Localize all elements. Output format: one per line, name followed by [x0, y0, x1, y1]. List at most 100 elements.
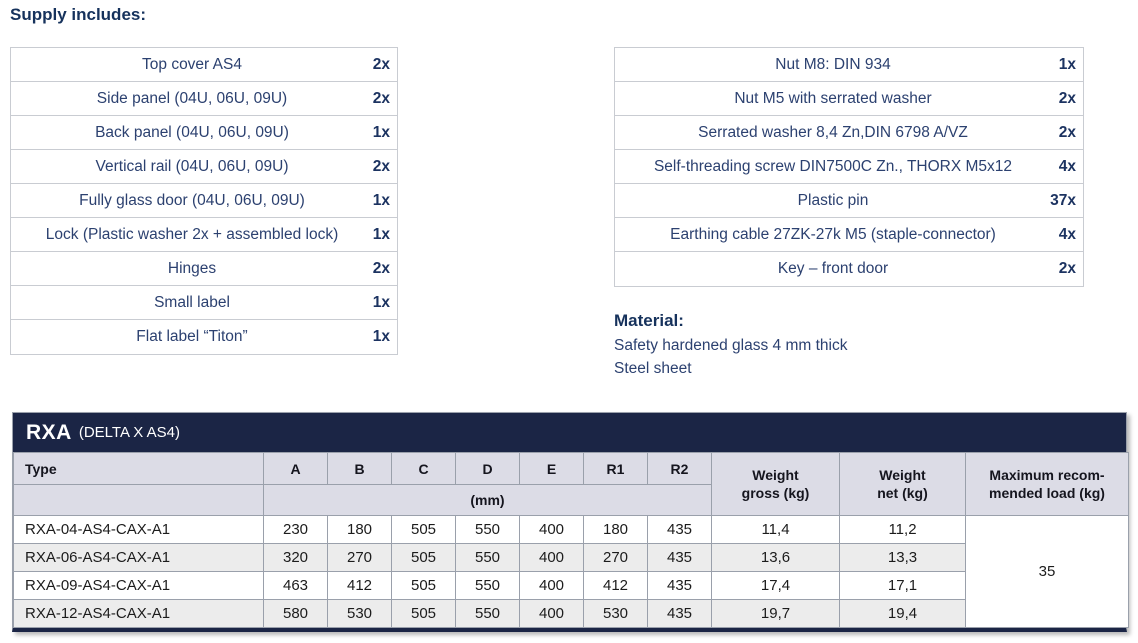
spec-weight-gross: 19,7 [711, 599, 840, 628]
spec-dim-e: 400 [519, 543, 584, 572]
supply-row: Flat label “Titon” 1x [11, 320, 397, 354]
supply-row: Top cover AS4 2x [11, 48, 397, 82]
spec-dim-c: 505 [391, 599, 456, 628]
spec-dim-r1: 530 [583, 599, 648, 628]
supply-item-label: Plastic pin [797, 191, 869, 209]
spec-weight-gross: 11,4 [711, 515, 840, 544]
supply-item-label: Flat label “Titon” [136, 328, 248, 345]
supply-item-qty: 4x [1058, 225, 1076, 243]
supply-item-qty: 2x [1058, 123, 1076, 141]
spec-dim-a: 230 [263, 515, 328, 544]
supply-item-label: Small label [154, 293, 230, 311]
col-header-weight-net: Weight net (kg) [839, 452, 966, 516]
spec-weight-gross: 17,4 [711, 571, 840, 600]
col-header-type: Type [13, 452, 264, 485]
series-name: RXA [26, 420, 72, 444]
spec-dim-c: 505 [391, 543, 456, 572]
spec-type-cell: RXA-09-AS4-CAX-A1 [13, 571, 264, 600]
supply-row: Self-threading screw DIN7500C Zn., THORX… [615, 150, 1083, 184]
supply-item-qty: 1x [372, 328, 390, 345]
supply-row: Fully glass door (04U, 06U, 09U) 1x [11, 184, 397, 218]
spec-dim-r1: 270 [583, 543, 648, 572]
col-header-r1: R1 [583, 452, 648, 485]
spec-dim-b: 270 [327, 543, 392, 572]
spec-dim-c: 505 [391, 571, 456, 600]
supply-list-left: Top cover AS4 2x Side panel (04U, 06U, 09U… [10, 47, 398, 355]
spec-weight-net: 13,3 [839, 543, 966, 572]
spec-dim-r2: 435 [647, 599, 712, 628]
spec-dim-d: 550 [455, 599, 520, 628]
series-subtitle: (DELTA X AS4) [78, 424, 180, 441]
material-line: Safety hardened glass 4 mm thick [614, 337, 848, 354]
col-header-a: A [263, 452, 328, 485]
col-header-b: B [327, 452, 392, 485]
supply-item-qty: 4x [1058, 157, 1076, 175]
spec-type-cell: RXA-06-AS4-CAX-A1 [13, 543, 264, 572]
supply-item-label: Serrated washer 8,4 Zn,DIN 6798 A/VZ [698, 123, 968, 141]
spec-dim-e: 400 [519, 571, 584, 600]
spec-table: Type A B C D E R1 R2 Weight gross (kg) W… [13, 452, 1129, 628]
spec-dim-b: 530 [327, 599, 392, 628]
supply-item-qty: 1x [372, 191, 390, 209]
spec-dim-r2: 435 [647, 515, 712, 544]
spec-weight-net: 19,4 [839, 599, 966, 628]
unit-row-label: (mm) [263, 484, 712, 516]
spec-row: RXA-04-AS4-CAX-A1 230 180 505 550 400 180 435 11… [13, 515, 1129, 628]
spec-dim-e: 400 [519, 515, 584, 544]
spec-dim-d: 550 [455, 543, 520, 572]
spec-weight-net: 17,1 [839, 571, 966, 600]
spec-dim-b: 180 [327, 515, 392, 544]
supply-item-qty: 2x [372, 259, 390, 277]
spec-dim-r2: 435 [647, 571, 712, 600]
spec-type-cell: RXA-12-AS4-CAX-A1 [13, 599, 264, 628]
spec-row: RXA-12-AS4-CAX-A1 580 530 505 550 400 530 435 19… [13, 599, 1129, 628]
spec-weight-gross: 13,6 [711, 543, 840, 572]
spec-weight-net: 11,2 [839, 515, 966, 544]
spec-type-cell: RXA-04-AS4-CAX-A1 [13, 515, 264, 544]
spec-max-load-cell: 35 [965, 515, 1129, 628]
col-header-weight-gross: Weight gross (kg) [711, 452, 840, 516]
supply-item-label: Hinges [167, 259, 217, 277]
supply-item-label: Fully glass door (04U, 06U, 09U) [79, 191, 305, 209]
supply-row: Earthing cable 27ZK-27k M5 (staple-conne… [615, 218, 1083, 252]
spec-title-bar: RXA (DELTA X AS4) [13, 413, 1126, 452]
empty-header-cell [13, 484, 264, 516]
supply-item-qty: 1x [1058, 55, 1076, 73]
supply-item-label: Back panel (04U, 06U, 09U) [95, 123, 289, 141]
supply-row: Small label 1x [11, 286, 397, 320]
spec-table-panel: RXA (DELTA X AS4) Type A B C D E R1 R2 [12, 412, 1129, 632]
supply-item-qty: 2x [1058, 89, 1076, 107]
spec-dim-e: 400 [519, 599, 584, 628]
col-header-d: D [455, 452, 520, 485]
material-heading: Material: [614, 311, 684, 330]
spec-dim-b: 412 [327, 571, 392, 600]
supply-item-label: Vertical rail (04U, 06U, 09U) [95, 157, 289, 175]
col-header-max-load: Maximum recom- mended load (kg) [965, 452, 1129, 516]
spec-dim-d: 550 [455, 571, 520, 600]
supply-item-qty: 1x [372, 123, 390, 141]
spec-row: RXA-09-AS4-CAX-A1 463 412 505 550 400 412 435 17… [13, 571, 1129, 600]
spec-dim-r1: 180 [583, 515, 648, 544]
supply-item-label: Earthing cable 27ZK-27k M5 (staple-conne… [670, 225, 996, 243]
col-header-r2: R2 [647, 452, 712, 485]
supply-row: Serrated washer 8,4 Zn,DIN 6798 A/VZ 2x [615, 116, 1083, 150]
supply-row: Side panel (04U, 06U, 09U) 2x [11, 82, 397, 116]
spec-dim-a: 580 [263, 599, 328, 628]
supply-row: Nut M5 with serrated washer 2x [615, 82, 1083, 116]
supply-item-label: Nut M8: DIN 934 [775, 55, 891, 73]
spec-dim-d: 550 [455, 515, 520, 544]
material-line: Steel sheet [614, 360, 692, 377]
supply-row: Hinges 2x [11, 252, 397, 286]
supply-item-qty: 1x [372, 293, 390, 311]
supply-item-qty: 2x [372, 157, 390, 175]
supply-item-qty: 2x [372, 89, 390, 107]
supply-row: Plastic pin 37x [615, 184, 1083, 218]
supply-item-qty: 2x [372, 55, 390, 73]
spec-dim-r2: 435 [647, 543, 712, 572]
supply-row: Vertical rail (04U, 06U, 09U) 2x [11, 150, 397, 184]
supply-item-qty: 1x [372, 225, 390, 243]
col-header-c: C [391, 452, 456, 485]
supply-list-right: Nut M8: DIN 934 1x Nut M5 with serrated wa… [614, 47, 1084, 287]
spec-dim-r1: 412 [583, 571, 648, 600]
